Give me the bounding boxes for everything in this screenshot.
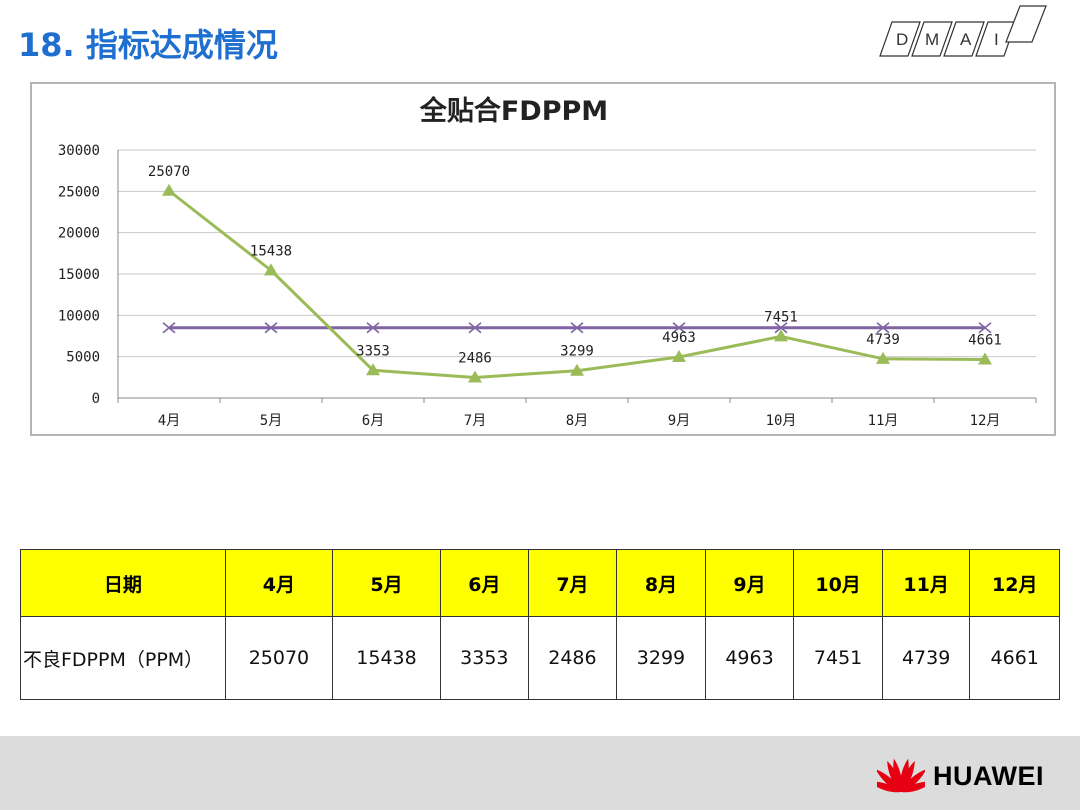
data-point bbox=[978, 322, 992, 334]
table-header-month: 10月 bbox=[793, 549, 883, 617]
data-point bbox=[468, 322, 482, 334]
logo-petal bbox=[877, 769, 901, 792]
data-point bbox=[570, 363, 584, 376]
data-point bbox=[468, 370, 482, 383]
brand-name: HUAWEI bbox=[933, 760, 1044, 791]
table-header-month: 5月 bbox=[331, 549, 442, 617]
table-row: 不良FDPPM（PPM） 25070 15438 3353 2486 3299 4963 74… bbox=[20, 616, 1060, 700]
data-label: 7451 bbox=[764, 309, 798, 325]
data-point bbox=[876, 351, 890, 364]
dmai-letter-i: I bbox=[994, 30, 999, 49]
x-tick-label: 8月 bbox=[566, 413, 588, 429]
huawei-logo-icon bbox=[877, 758, 925, 793]
x-tick-label: 6月 bbox=[362, 413, 384, 429]
data-label: 4661 bbox=[968, 332, 1002, 348]
logo-petal bbox=[893, 758, 902, 792]
logo-petal bbox=[900, 758, 909, 792]
y-tick-label: 15000 bbox=[58, 267, 100, 283]
chart-title: 全贴合FDPPM bbox=[419, 95, 608, 127]
y-tick-label: 30000 bbox=[58, 143, 100, 159]
table-header-month: 11月 bbox=[881, 549, 971, 617]
data-label: 2486 bbox=[458, 350, 492, 366]
table-header-date: 日期 bbox=[20, 549, 226, 617]
table-header-month: 6月 bbox=[440, 549, 529, 617]
y-tick-label: 0 bbox=[92, 391, 100, 407]
x-tick-label: 12月 bbox=[970, 413, 1001, 429]
data-table: 日期 4月 5月 6月 7月 8月 9月 10月 11月 12月 不良FDPPM（PPM） 2507… bbox=[20, 549, 1060, 700]
data-point bbox=[162, 183, 176, 196]
data-label: 3299 bbox=[560, 344, 594, 360]
chart-panel: 0 5000 10000 15000 20000 25000 30000 4月 5月 6月 7月 8月… bbox=[30, 82, 1056, 436]
y-tick-label: 20000 bbox=[58, 226, 100, 242]
dmai-logo: D M A I bbox=[879, 5, 1047, 57]
logo-petal bbox=[901, 769, 925, 792]
data-point bbox=[774, 322, 788, 334]
dmai-letter-m: M bbox=[925, 30, 939, 49]
table-cell: 4963 bbox=[704, 616, 795, 700]
table-cell: 15438 bbox=[331, 616, 442, 700]
fdppm-line-chart: 0 5000 10000 15000 20000 25000 30000 4月 5月 6月 7月 8月… bbox=[58, 95, 1037, 429]
table-cell: 7451 bbox=[793, 616, 883, 700]
data-label: 4739 bbox=[866, 332, 900, 348]
logo-petal bbox=[901, 781, 925, 793]
x-tick-label: 5月 bbox=[260, 413, 282, 429]
data-point bbox=[366, 322, 380, 334]
data-point bbox=[162, 322, 176, 334]
data-label: 25070 bbox=[148, 164, 190, 180]
data-label: 3353 bbox=[356, 343, 390, 359]
table-row-label: 不良FDPPM（PPM） bbox=[20, 616, 226, 700]
dmai-letter-a: A bbox=[960, 30, 972, 49]
data-point bbox=[672, 322, 686, 334]
data-point bbox=[366, 363, 380, 376]
dmai-letter-d: D bbox=[896, 30, 908, 49]
table-header-row: 日期 4月 5月 6月 7月 8月 9月 10月 11月 12月 bbox=[20, 549, 1060, 617]
table-header-month: 9月 bbox=[704, 549, 795, 617]
table-header-month: 4月 bbox=[224, 549, 333, 617]
y-tick-label: 10000 bbox=[58, 308, 100, 324]
x-tick-label: 4月 bbox=[158, 413, 180, 429]
table-cell: 4739 bbox=[881, 616, 971, 700]
data-point bbox=[264, 322, 278, 334]
y-tick-label: 25000 bbox=[58, 184, 100, 200]
data-label: 15438 bbox=[250, 243, 292, 259]
table-cell: 25070 bbox=[224, 616, 333, 700]
x-tick-label: 9月 bbox=[668, 413, 690, 429]
data-point bbox=[876, 322, 890, 334]
page-title: 18. 指标达成情况 bbox=[18, 26, 278, 64]
x-tick-label: 10月 bbox=[766, 413, 797, 429]
x-tick-label: 11月 bbox=[868, 413, 899, 429]
table-header-month: 8月 bbox=[616, 549, 706, 617]
data-point bbox=[978, 352, 992, 365]
data-point bbox=[672, 349, 686, 362]
y-tick-label: 5000 bbox=[66, 350, 100, 366]
table-cell: 3353 bbox=[440, 616, 529, 700]
table-cell: 4661 bbox=[969, 616, 1060, 700]
table-cell: 3299 bbox=[616, 616, 706, 700]
data-point bbox=[264, 263, 278, 276]
x-tick-label: 7月 bbox=[464, 413, 486, 429]
logo-petal bbox=[877, 781, 901, 793]
table-header-month: 12月 bbox=[969, 549, 1060, 617]
table-cell: 2486 bbox=[527, 616, 618, 700]
huawei-brand: HUAWEI bbox=[877, 756, 1044, 796]
data-point bbox=[774, 329, 788, 342]
footer-bar: HUAWEI bbox=[0, 736, 1080, 810]
data-point bbox=[570, 322, 584, 334]
data-label: 4963 bbox=[662, 330, 696, 346]
table-header-month: 7月 bbox=[527, 549, 618, 617]
